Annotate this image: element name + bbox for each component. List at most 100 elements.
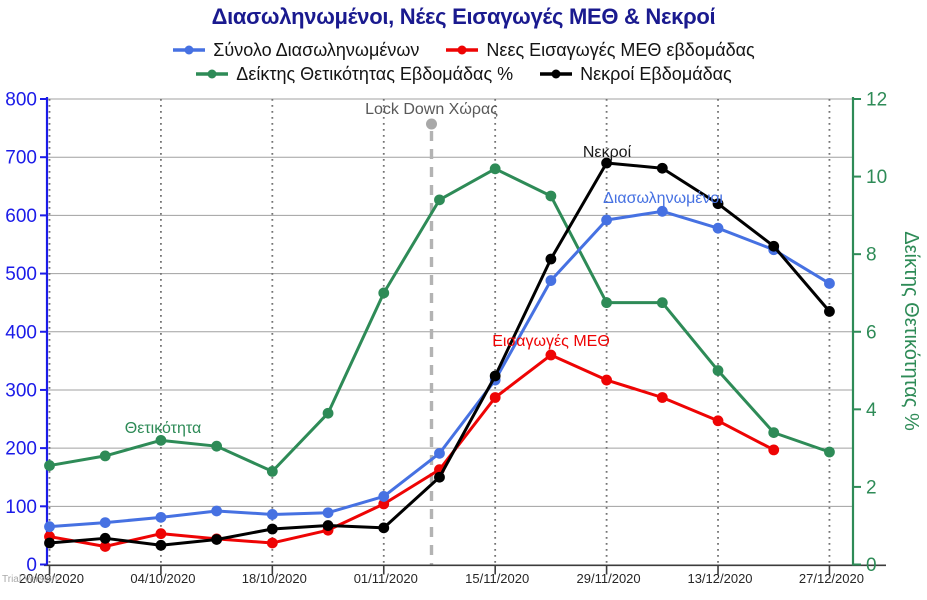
positivity-point bbox=[545, 190, 557, 202]
deaths-point bbox=[155, 539, 167, 551]
left-axis-tick-label: 100 bbox=[5, 497, 37, 518]
legend-label-intubated: Σύνολο Διασωληνωμένων bbox=[213, 39, 420, 60]
intubated-point bbox=[601, 214, 612, 226]
deaths-point bbox=[712, 198, 724, 210]
series-annotation: Νεκροί bbox=[583, 144, 632, 161]
positivity-point bbox=[44, 460, 55, 471]
deaths-point bbox=[44, 537, 55, 549]
positivity-point bbox=[601, 297, 612, 309]
icu-admissions-point bbox=[155, 528, 167, 540]
series-annotation: Διασωληνωμένοι bbox=[603, 190, 723, 207]
series-annotation: Εισαγωγές ΜΕΘ bbox=[492, 333, 610, 350]
series-annotation: Θετικότητα bbox=[125, 420, 202, 437]
icu-admissions-point bbox=[266, 537, 278, 549]
intubated-point bbox=[434, 447, 445, 459]
icu-admissions-point bbox=[545, 349, 557, 361]
legend: Σύνολο Διασωληνωμένων Νεες Εισαγωγές ΜΕΘ… bbox=[0, 38, 927, 86]
line-marker-icon bbox=[446, 45, 479, 55]
right-axis-tick-label: 8 bbox=[866, 245, 877, 266]
line-marker-icon bbox=[540, 69, 573, 79]
deaths-point bbox=[322, 520, 334, 531]
legend-item-icu-admissions: Νεες Εισαγωγές ΜΕΘ εβδομάδας bbox=[445, 39, 755, 61]
icu-admissions-point bbox=[656, 392, 668, 403]
icu-admissions-point bbox=[768, 444, 780, 456]
positivity-point bbox=[99, 450, 111, 462]
positivity-point bbox=[712, 365, 724, 376]
icu-admissions-point bbox=[489, 392, 501, 403]
intubated-point bbox=[656, 205, 668, 217]
right-axis-tick-label: 10 bbox=[866, 167, 887, 188]
positivity-point bbox=[489, 163, 501, 175]
deaths-point bbox=[434, 471, 445, 483]
deaths-point bbox=[601, 157, 612, 169]
legend-item-intubated: Σύνολο Διασωληνωμένων bbox=[172, 40, 419, 61]
line-marker-icon bbox=[173, 45, 206, 55]
positivity-point bbox=[322, 407, 334, 419]
deaths-point bbox=[656, 162, 668, 174]
legend-item-deaths: Νεκροί Εβδομάδας bbox=[539, 64, 732, 85]
intubated-point bbox=[712, 222, 724, 234]
icu-admissions-line bbox=[49, 353, 775, 548]
right-axis-tick-label: 2 bbox=[866, 477, 877, 498]
icu-admissions-point bbox=[601, 374, 612, 386]
right-axis-title: Δείκτης Θετικότητας % bbox=[900, 231, 922, 431]
trial-version-watermark: Trial Version bbox=[2, 574, 58, 585]
positivity-point bbox=[211, 440, 223, 452]
deaths-point bbox=[266, 523, 278, 535]
intubated-point bbox=[824, 278, 835, 289]
intubated-point bbox=[155, 511, 167, 523]
legend-row-2: Δείκτης Θετικότητας Εβδομάδας % Νεκροί Ε… bbox=[0, 62, 927, 86]
positivity-point bbox=[266, 466, 278, 477]
positivity-point bbox=[378, 287, 390, 299]
positivity-point bbox=[155, 434, 167, 446]
legend-label-icu-admissions: Νεες Εισαγωγές ΜΕΘ εβδομάδας bbox=[486, 39, 755, 60]
intubated-point bbox=[378, 491, 390, 502]
deaths-point bbox=[768, 240, 780, 252]
positivity-point bbox=[824, 446, 835, 458]
left-axis-tick-label: 500 bbox=[5, 264, 37, 285]
x-axis-tick-label: 01/11/2020 bbox=[354, 571, 418, 586]
intubated-point bbox=[44, 521, 55, 533]
right-axis-tick-label: 4 bbox=[866, 400, 877, 421]
left-axis-tick-label: 600 bbox=[5, 206, 37, 227]
line-marker-icon bbox=[196, 69, 229, 79]
deaths-point bbox=[489, 370, 501, 382]
deaths-point bbox=[99, 532, 111, 544]
right-axis-tick-label: 0 bbox=[866, 555, 877, 576]
positivity-point bbox=[768, 427, 780, 439]
legend-label-positivity: Δείκτης Θετικότητας Εβδομάδας % bbox=[236, 63, 514, 84]
intubated-point bbox=[545, 275, 557, 286]
left-axis-tick-label: 300 bbox=[5, 380, 37, 401]
intubated-point bbox=[322, 507, 334, 519]
left-axis-tick-label: 400 bbox=[5, 322, 37, 343]
intubated-point bbox=[211, 505, 223, 517]
lockdown-label: Lock Down Χώρας bbox=[365, 101, 498, 118]
intubated-point bbox=[99, 517, 111, 529]
deaths-point bbox=[211, 534, 223, 545]
x-axis-tick-label: 13/12/2020 bbox=[687, 571, 752, 586]
positivity-point bbox=[656, 297, 668, 309]
deaths-line bbox=[49, 161, 831, 547]
x-axis-tick-label: 29/11/2020 bbox=[577, 571, 641, 586]
x-axis-tick-label: 20/09/2020 bbox=[19, 571, 84, 586]
x-axis-tick-label: 15/11/2020 bbox=[465, 571, 529, 586]
right-axis-tick-label: 12 bbox=[866, 90, 887, 111]
x-axis-tick-label: 04/10/2020 bbox=[130, 571, 195, 586]
deaths-point bbox=[545, 253, 557, 265]
icu-admissions-point bbox=[99, 541, 111, 552]
x-axis-tick-label: 18/10/2020 bbox=[242, 571, 307, 586]
left-axis-tick-label: 700 bbox=[5, 148, 37, 169]
deaths-point bbox=[378, 522, 390, 534]
page-title: Διασωληνωμένοι, Νέες Εισαγωγές ΜΕΘ & Νεκ… bbox=[211, 4, 716, 29]
deaths-point bbox=[824, 305, 835, 317]
icu-admissions-point bbox=[712, 415, 724, 427]
x-axis-tick-label: 27/12/2020 bbox=[799, 571, 864, 586]
right-axis-tick-label: 6 bbox=[866, 322, 877, 343]
left-axis-tick-label: 0 bbox=[26, 555, 37, 576]
positivity-point bbox=[434, 194, 445, 206]
left-axis-tick-label: 200 bbox=[5, 439, 37, 460]
legend-item-positivity: Δείκτης Θετικότητας Εβδομάδας % bbox=[195, 64, 513, 85]
icu-admissions-point bbox=[378, 498, 390, 510]
legend-label-deaths: Νεκροί Εβδομάδας bbox=[580, 63, 732, 84]
